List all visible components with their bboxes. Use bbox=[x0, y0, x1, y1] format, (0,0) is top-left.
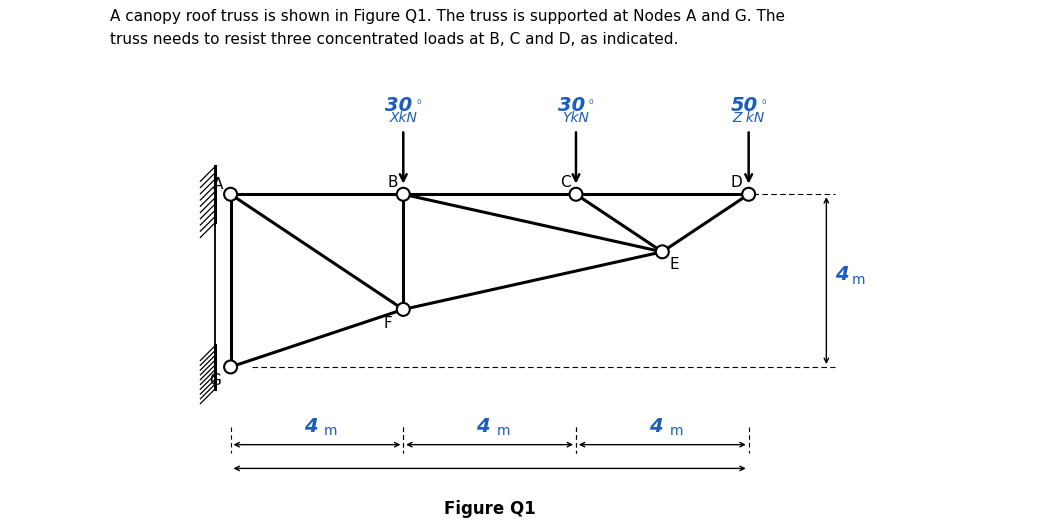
Text: ₀: ₀ bbox=[589, 97, 593, 106]
Text: F: F bbox=[384, 316, 393, 331]
Text: m: m bbox=[324, 424, 337, 438]
Text: 4: 4 bbox=[304, 417, 317, 436]
Text: 30: 30 bbox=[385, 96, 412, 115]
Text: m: m bbox=[852, 273, 865, 287]
Text: Z kN: Z kN bbox=[733, 111, 765, 125]
Text: ₀: ₀ bbox=[417, 97, 421, 106]
Text: 4: 4 bbox=[834, 264, 849, 284]
Text: 4: 4 bbox=[649, 417, 663, 436]
Circle shape bbox=[224, 188, 237, 201]
Circle shape bbox=[656, 245, 669, 258]
Text: E: E bbox=[669, 257, 680, 272]
Circle shape bbox=[224, 361, 237, 373]
Text: G: G bbox=[210, 373, 221, 388]
Text: Figure Q1: Figure Q1 bbox=[444, 500, 536, 518]
Text: C: C bbox=[560, 175, 570, 190]
Circle shape bbox=[397, 188, 409, 201]
Text: XkN: XkN bbox=[389, 111, 418, 125]
Text: ₀: ₀ bbox=[761, 97, 766, 106]
Circle shape bbox=[569, 188, 583, 201]
Circle shape bbox=[397, 303, 409, 316]
Text: 50: 50 bbox=[731, 96, 758, 115]
Text: m: m bbox=[669, 424, 683, 438]
Text: m: m bbox=[497, 424, 511, 438]
Text: 4: 4 bbox=[476, 417, 490, 436]
Text: YkN: YkN bbox=[563, 111, 590, 125]
Text: A canopy roof truss is shown in Figure Q1. The truss is supported at Nodes A and: A canopy roof truss is shown in Figure Q… bbox=[110, 8, 785, 24]
Text: D: D bbox=[731, 175, 742, 190]
Text: 30: 30 bbox=[559, 96, 586, 115]
Circle shape bbox=[742, 188, 755, 201]
Text: A: A bbox=[213, 177, 222, 192]
Text: truss needs to resist three concentrated loads at B, C and D, as indicated.: truss needs to resist three concentrated… bbox=[110, 32, 679, 47]
Text: B: B bbox=[387, 175, 398, 190]
